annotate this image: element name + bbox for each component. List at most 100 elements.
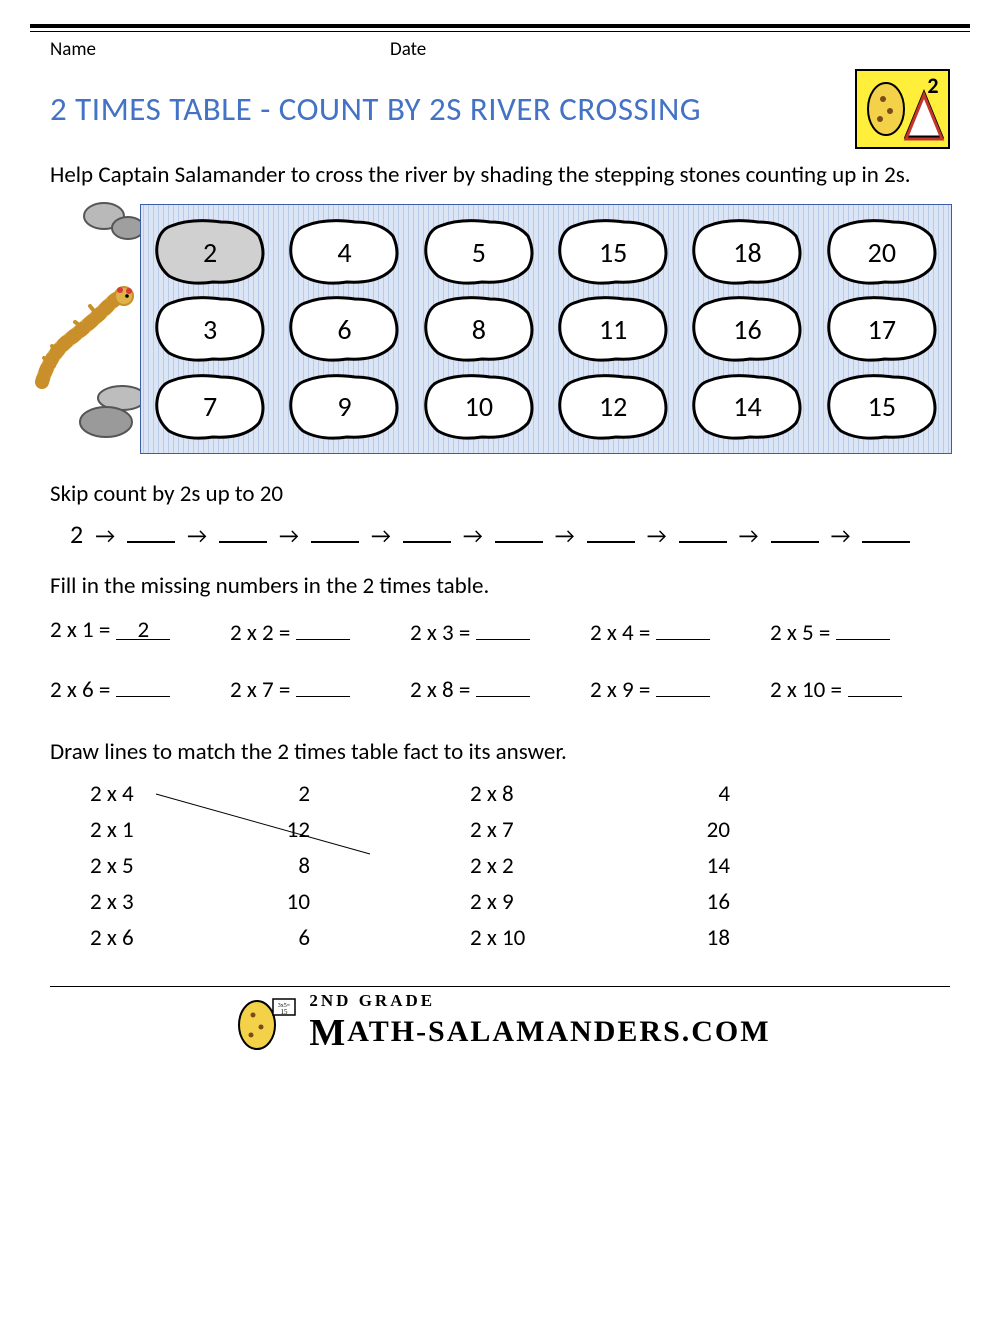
stone-number: 8 xyxy=(472,312,486,347)
match-left-answers: 2 12 8 10 6 xyxy=(220,780,350,952)
tt-answer-blank[interactable] xyxy=(296,616,350,640)
stepping-stone[interactable]: 2 xyxy=(154,221,266,283)
stepping-stone[interactable]: 15 xyxy=(557,221,669,283)
tt-answer-blank[interactable] xyxy=(116,673,170,697)
match-fact: 2 x 7 xyxy=(470,816,620,844)
footer-site-prefix: M xyxy=(309,1012,347,1054)
grade-badge-icon: 2 xyxy=(855,69,950,149)
tt-answer-blank[interactable] xyxy=(848,673,902,697)
stone-number: 15 xyxy=(868,389,896,424)
arrow-icon: → xyxy=(739,522,759,549)
stepping-stone[interactable]: 6 xyxy=(288,298,400,360)
page-title: 2 TIMES TABLE - COUNT BY 2S RIVER CROSSI… xyxy=(50,89,701,129)
stepping-stone[interactable]: 11 xyxy=(557,298,669,360)
times-table-item: 2 x 7 = xyxy=(230,673,410,704)
skip-count-row: 2→→→→→→→→→ xyxy=(70,518,940,550)
stepping-stone[interactable]: 17 xyxy=(826,298,938,360)
salamander-icon xyxy=(30,284,140,394)
match-left-facts: 2 x 4 2 x 1 2 x 5 2 x 3 2 x 6 xyxy=(90,780,220,952)
stone-number: 15 xyxy=(599,235,627,270)
skip-start-value: 2 xyxy=(70,518,83,550)
skip-blank[interactable] xyxy=(679,521,727,543)
stepping-stone[interactable]: 5 xyxy=(423,221,535,283)
tt-answer-blank[interactable] xyxy=(656,616,710,640)
match-fact: 2 x 10 xyxy=(470,924,620,952)
tt-question: 2 x 4 = xyxy=(590,619,650,647)
stone-number: 16 xyxy=(733,312,761,347)
stone-number: 10 xyxy=(465,389,493,424)
arrow-icon: → xyxy=(279,522,299,549)
match-fact: 2 x 6 xyxy=(90,924,220,952)
stepping-stone[interactable]: 12 xyxy=(557,376,669,438)
arrow-icon: → xyxy=(463,522,483,549)
tt-question: 2 x 1 = xyxy=(50,616,110,644)
match-fact: 2 x 3 xyxy=(90,888,220,916)
match-answer: 6 xyxy=(298,924,310,952)
title-row: 2 TIMES TABLE - COUNT BY 2S RIVER CROSSI… xyxy=(50,69,950,149)
tt-answer-blank[interactable] xyxy=(476,673,530,697)
fill-missing-label: Fill in the missing numbers in the 2 tim… xyxy=(50,572,950,600)
times-table-item: 2 x 2 = xyxy=(230,616,410,647)
stepping-stone[interactable]: 14 xyxy=(691,376,803,438)
page-footer: 3x5= 15 2ND GRADE MATH-SALAMANDERS.COM xyxy=(50,991,950,1055)
times-table-grid: 2 x 1 =2 2 x 2 =2 x 3 = 2 x 4 = 2 x 5 = 2 x … xyxy=(50,616,950,704)
footer-site-text: MATH-SALAMANDERS.COM xyxy=(309,1011,770,1055)
skip-blank[interactable] xyxy=(495,521,543,543)
date-label: Date xyxy=(390,38,426,61)
river-crossing-activity: 245 15 18 20 36 8 11 16 17 7 9 10 12 14 15 xyxy=(40,204,960,454)
match-answer: 16 xyxy=(707,888,730,916)
stepping-stone[interactable]: 15 xyxy=(826,376,938,438)
skip-blank[interactable] xyxy=(587,521,635,543)
stepping-stone[interactable]: 8 xyxy=(423,298,535,360)
stone-number: 9 xyxy=(337,389,351,424)
times-table-item: 2 x 5 = xyxy=(770,616,950,647)
match-answer: 2 xyxy=(298,780,310,808)
footer-salamander-icon: 3x5= 15 xyxy=(229,991,299,1055)
top-horizontal-rule xyxy=(30,24,970,32)
stepping-stone[interactable]: 9 xyxy=(288,376,400,438)
stepping-stone[interactable]: 18 xyxy=(691,221,803,283)
stepping-stone[interactable]: 16 xyxy=(691,298,803,360)
arrow-icon: → xyxy=(95,522,115,549)
match-answer: 12 xyxy=(287,816,310,844)
skip-blank[interactable] xyxy=(219,521,267,543)
stone-number: 17 xyxy=(868,312,896,347)
times-table-item: 2 x 8 = xyxy=(410,673,590,704)
tt-answer-blank[interactable] xyxy=(476,616,530,640)
tt-answer-blank[interactable]: 2 xyxy=(116,616,170,640)
name-label: Name xyxy=(50,38,390,61)
stepping-stone[interactable]: 4 xyxy=(288,221,400,283)
times-table-item: 2 x 4 = xyxy=(590,616,770,647)
stepping-stone[interactable]: 3 xyxy=(154,298,266,360)
times-table-item: 2 x 10 = xyxy=(770,673,950,704)
match-answer: 18 xyxy=(707,924,730,952)
tt-answer-blank[interactable] xyxy=(296,673,350,697)
stone-number: 11 xyxy=(599,312,627,347)
match-spacer xyxy=(350,780,470,952)
tt-question: 2 x 3 = xyxy=(410,619,470,647)
match-fact: 2 x 4 xyxy=(90,780,220,808)
arrow-icon: → xyxy=(371,522,391,549)
svg-text:15: 15 xyxy=(281,1008,289,1016)
tt-question: 2 x 10 = xyxy=(770,676,842,704)
skip-blank[interactable] xyxy=(311,521,359,543)
stepping-stone[interactable]: 20 xyxy=(826,221,938,283)
tt-answer-blank[interactable] xyxy=(836,616,890,640)
match-answer: 8 xyxy=(298,852,310,880)
skip-blank[interactable] xyxy=(862,521,910,543)
match-fact: 2 x 5 xyxy=(90,852,220,880)
arrow-icon: → xyxy=(187,522,207,549)
header-labels: Name Date xyxy=(50,38,950,61)
stepping-stone[interactable]: 10 xyxy=(423,376,535,438)
skip-blank[interactable] xyxy=(127,521,175,543)
footer-grade-text: 2ND GRADE xyxy=(309,991,770,1011)
times-table-item: 2 x 3 = xyxy=(410,616,590,647)
match-fact: 2 x 1 xyxy=(90,816,220,844)
skip-blank[interactable] xyxy=(771,521,819,543)
stepping-stone[interactable]: 7 xyxy=(154,376,266,438)
match-answer: 4 xyxy=(718,780,730,808)
skip-blank[interactable] xyxy=(403,521,451,543)
tt-answer-blank[interactable] xyxy=(656,673,710,697)
tt-question: 2 x 7 = xyxy=(230,676,290,704)
match-answer: 10 xyxy=(287,888,310,916)
